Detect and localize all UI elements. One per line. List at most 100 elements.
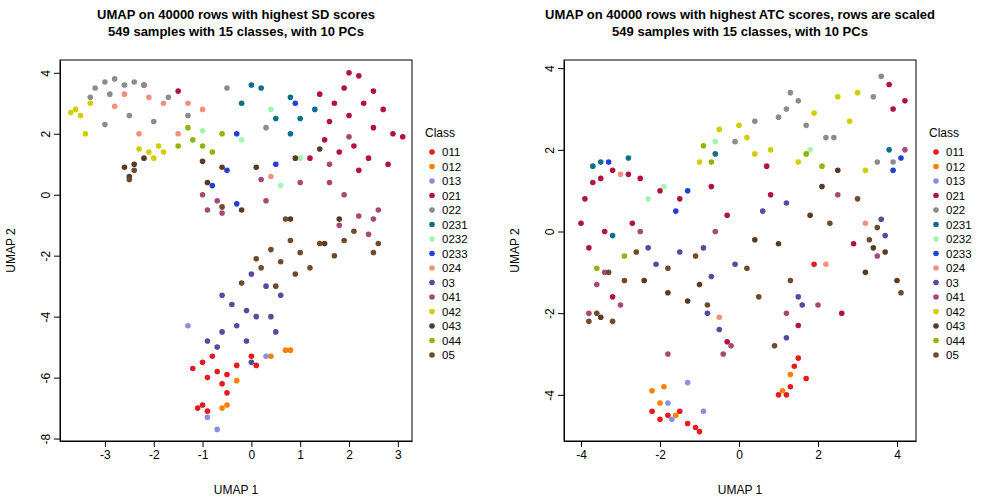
point xyxy=(752,237,758,243)
x-tick-mark xyxy=(251,441,252,447)
point xyxy=(582,196,588,202)
point xyxy=(874,225,880,231)
point xyxy=(376,207,382,213)
point xyxy=(288,216,294,222)
point xyxy=(366,232,372,238)
legend-marker xyxy=(429,222,435,228)
point xyxy=(322,137,328,143)
point xyxy=(244,308,250,314)
y-tick: -2 xyxy=(39,251,60,262)
point xyxy=(815,302,821,308)
point xyxy=(258,177,264,183)
y-axis-line xyxy=(564,61,565,442)
point xyxy=(297,250,303,256)
point xyxy=(293,271,299,277)
point xyxy=(200,192,206,198)
legend-label: 05 xyxy=(442,349,455,361)
legend-label: 041 xyxy=(442,291,461,303)
series xyxy=(645,139,813,202)
point xyxy=(341,85,347,91)
point xyxy=(657,400,663,406)
point xyxy=(756,294,762,300)
point xyxy=(890,167,896,173)
point xyxy=(400,134,406,140)
point xyxy=(102,79,108,85)
x-tick-mark xyxy=(203,441,204,447)
point xyxy=(102,122,108,128)
point xyxy=(827,221,833,227)
x-tick-label: 3 xyxy=(395,448,402,462)
x-tick-label: -2 xyxy=(149,448,160,462)
point xyxy=(673,208,679,214)
x-tick-mark xyxy=(897,441,898,447)
point xyxy=(219,131,225,137)
point xyxy=(278,183,284,189)
point xyxy=(219,381,225,387)
point xyxy=(780,388,786,394)
point xyxy=(835,94,841,100)
point xyxy=(819,163,825,169)
point xyxy=(882,249,888,255)
legend-label: 012 xyxy=(946,161,965,173)
series xyxy=(87,76,268,130)
series xyxy=(210,100,299,206)
legend-label: 042 xyxy=(946,306,965,318)
y-tick-label: -8 xyxy=(39,433,53,444)
y-tick-label: 2 xyxy=(543,147,557,154)
point xyxy=(210,149,216,155)
point xyxy=(685,298,691,304)
point xyxy=(886,147,892,153)
point xyxy=(205,408,211,414)
legend-marker xyxy=(933,251,939,257)
point xyxy=(823,261,829,267)
point xyxy=(669,417,675,423)
legend-marker xyxy=(429,207,435,213)
y-tick-label: -4 xyxy=(39,311,53,322)
subtitle: 549 samples with 15 classes, with 10 PCs xyxy=(108,24,364,39)
point xyxy=(902,98,908,104)
legend-marker xyxy=(933,164,939,170)
legend-marker xyxy=(429,236,435,242)
point xyxy=(701,143,707,149)
point xyxy=(665,351,671,357)
point xyxy=(234,201,240,207)
point xyxy=(200,143,206,149)
point xyxy=(214,369,220,375)
point xyxy=(200,360,206,366)
legend-marker xyxy=(429,294,435,300)
point xyxy=(307,155,313,161)
legend: Class01101201302102202310232023302403041… xyxy=(929,126,972,361)
point xyxy=(234,378,240,384)
point xyxy=(578,221,584,227)
legend-marker xyxy=(429,309,435,315)
point xyxy=(665,265,671,271)
point xyxy=(799,302,805,308)
point xyxy=(677,196,683,202)
legend-marker xyxy=(933,193,939,199)
point xyxy=(317,91,323,97)
point xyxy=(293,155,299,161)
y-tick: 0 xyxy=(39,192,60,199)
point xyxy=(73,107,79,113)
point xyxy=(716,127,722,133)
legend-label: 022 xyxy=(442,204,461,216)
point xyxy=(156,143,162,149)
point xyxy=(361,100,367,106)
point xyxy=(249,271,255,277)
y-axis: -4-2024 xyxy=(543,61,565,442)
point xyxy=(253,314,259,320)
point xyxy=(297,116,303,122)
x-tick-label: -1 xyxy=(198,448,209,462)
y-tick: -4 xyxy=(39,311,60,322)
point xyxy=(890,159,896,165)
point xyxy=(336,149,342,155)
legend-title: Class xyxy=(929,126,959,140)
y-axis: -8-6-4-2024 xyxy=(39,61,61,445)
point xyxy=(697,282,703,288)
point xyxy=(112,76,118,82)
legend-label: 024 xyxy=(442,262,462,274)
series xyxy=(219,347,293,411)
point xyxy=(288,131,294,137)
point xyxy=(200,128,206,134)
legend-marker xyxy=(429,164,435,170)
